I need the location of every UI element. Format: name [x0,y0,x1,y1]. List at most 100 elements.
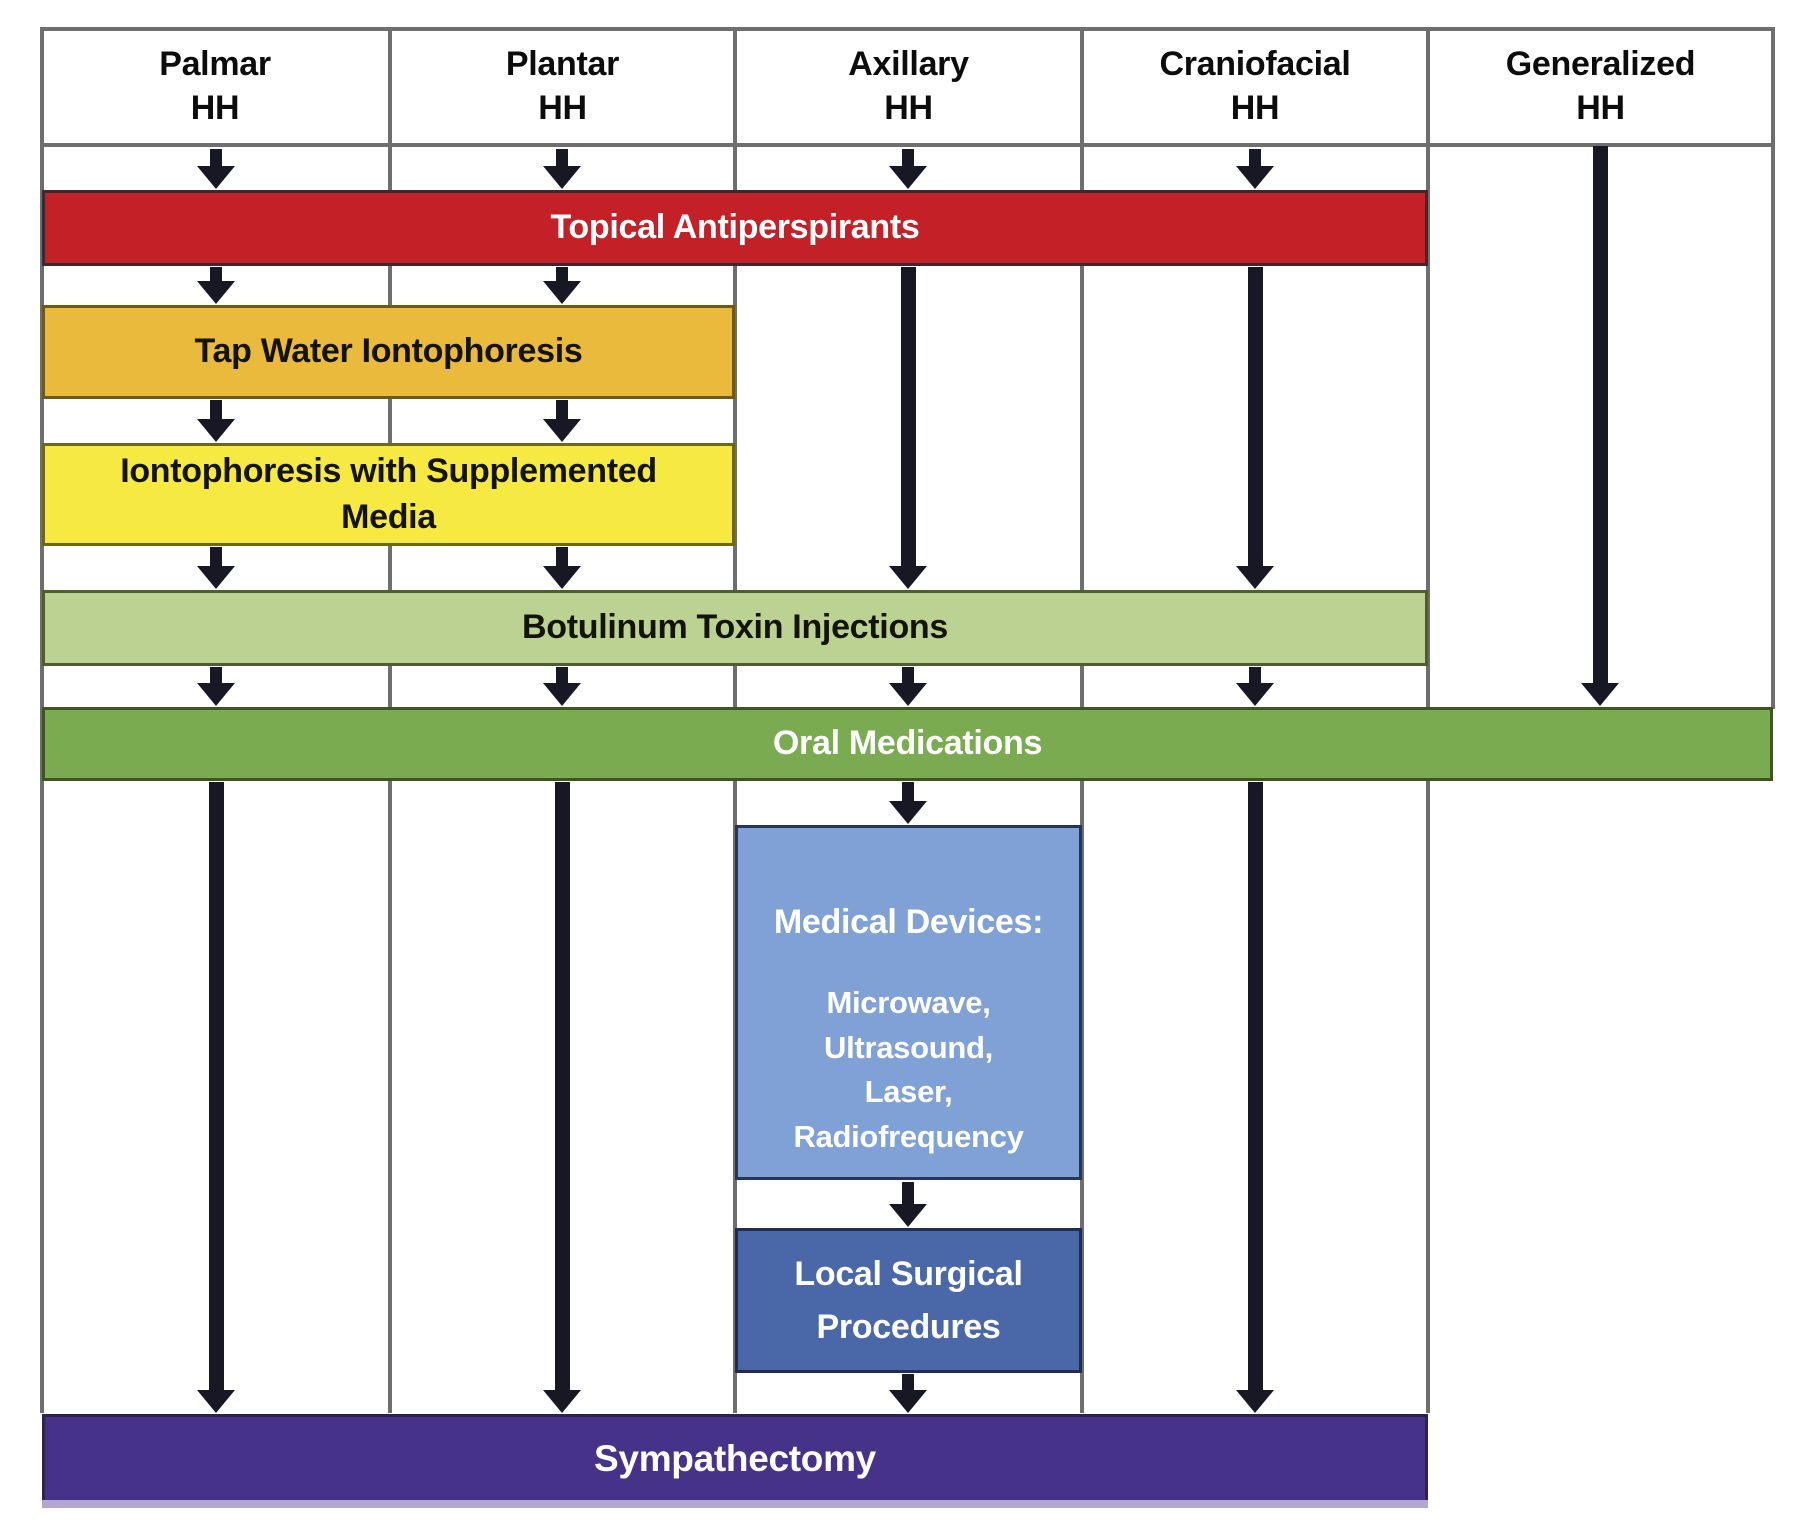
down-arrow-icon [1236,667,1274,706]
arrow-head [1236,566,1274,589]
arrow-head [197,1390,235,1413]
arrow-head [543,1390,581,1413]
down-arrow-icon [197,782,235,1413]
arrow-shaft [210,267,222,284]
treatment-bar-botulinum-toxin-injections: Botulinum Toxin Injections [42,590,1428,666]
column-type: HH [190,89,240,127]
down-arrow-icon [889,782,927,824]
column-name: Plantar [505,44,620,83]
down-arrow-icon [889,1374,927,1413]
treatment-label: Sympathectomy [594,1437,876,1479]
arrow-shaft [556,547,568,569]
treatment-label: Botulinum Toxin Injections [522,608,948,647]
arrow-shaft [210,667,222,686]
grid-line-header-bottom [40,143,1775,147]
arrow-head [197,683,235,706]
down-arrow-icon [889,667,927,706]
arrow-head [543,566,581,589]
down-arrow-icon [543,149,581,189]
medical-devices-item: Microwave, [826,985,991,1021]
arrow-shaft [902,667,914,686]
arrow-shaft [902,782,914,804]
arrow-head [889,566,927,589]
down-arrow-icon [197,400,235,442]
arrow-head [543,281,581,304]
down-arrow-icon [543,400,581,442]
column-name: Generalized [1505,44,1696,83]
medical-devices-title: Medical Devices: [773,903,1044,941]
treatment-bar-iontophoresis-supplemented-media: Iontophoresis with Supplemented Media [42,443,735,546]
column-header-palmar-hh: Palmar HH [42,27,388,145]
arrow-shaft [208,782,224,1393]
down-arrow-icon [889,149,927,189]
down-arrow-icon [197,667,235,706]
arrow-shaft [1592,146,1608,686]
column-header-craniofacial-hh: Craniofacial HH [1082,27,1428,145]
medical-devices-item: Radiofrequency [793,1119,1024,1155]
arrow-head [543,419,581,442]
column-type: HH [1230,89,1280,127]
down-arrow-icon [197,149,235,189]
arrow-head [889,1390,927,1413]
arrow-shaft [902,1182,914,1207]
column-type: HH [538,89,587,127]
arrow-head [197,566,235,589]
arrow-shaft [554,782,570,1393]
treatment-box-local-surgical-procedures: Local Surgical Procedures [735,1228,1082,1373]
down-arrow-icon [1236,149,1274,189]
arrow-head [889,801,927,824]
treatment-label-line1: Iontophoresis with Supplemented [120,452,657,491]
arrow-shaft [556,400,568,422]
arrow-shaft [556,149,568,169]
column-header-plantar-hh: Plantar HH [390,27,735,145]
arrow-shaft [210,547,222,569]
arrow-head [889,166,927,189]
column-name: Palmar [159,44,271,83]
column-name: Craniofacial [1159,44,1351,83]
arrow-shaft [556,267,568,284]
treatment-box-medical-devices: Medical Devices: Microwave, Ultrasound, … [735,825,1082,1180]
treatment-label-line1: Local Surgical [794,1254,1023,1293]
arrow-shaft [1247,267,1263,569]
treatment-bar-tap-water-iontophoresis: Tap Water Iontophoresis [42,305,735,399]
down-arrow-icon [543,782,581,1413]
down-arrow-icon [1581,146,1619,706]
arrow-shaft [900,267,916,569]
medical-devices-item: Ultrasound, [824,1029,993,1065]
arrow-head [197,281,235,304]
arrow-shaft [902,1374,914,1393]
down-arrow-icon [197,267,235,304]
arrow-head [1581,683,1619,706]
arrow-shaft [210,400,222,422]
arrow-shaft [1247,782,1263,1393]
down-arrow-icon [889,267,927,589]
arrow-head [543,166,581,189]
down-arrow-icon [1236,267,1274,589]
arrow-head [1236,1390,1274,1413]
treatment-bar-topical-antiperspirants: Topical Antiperspirants [42,190,1428,266]
column-name: Axillary [848,44,969,83]
column-type: HH [1576,89,1625,127]
treatment-label: Tap Water Iontophoresis [194,332,583,371]
arrow-shaft [902,149,914,169]
down-arrow-icon [889,1182,927,1227]
down-arrow-icon [543,267,581,304]
column-header-generalized-hh: Generalized HH [1428,27,1773,145]
arrow-head [1236,166,1274,189]
column-header-axillary-hh: Axillary HH [735,27,1082,145]
down-arrow-icon [543,667,581,706]
grid-line-top [40,27,1775,31]
down-arrow-icon [1236,782,1274,1413]
arrow-shaft [1249,667,1261,686]
down-arrow-icon [197,547,235,589]
treatment-label-line2: Media [341,497,436,536]
column-type: HH [884,89,933,127]
treatment-label: Topical Antiperspirants [550,208,920,247]
medical-devices-item: Laser, [864,1074,953,1110]
arrow-head [889,1204,927,1227]
treatment-bar-sympathectomy: Sympathectomy [42,1414,1428,1500]
arrow-head [1236,683,1274,706]
arrow-shaft [1249,149,1261,169]
arrow-head [197,166,235,189]
